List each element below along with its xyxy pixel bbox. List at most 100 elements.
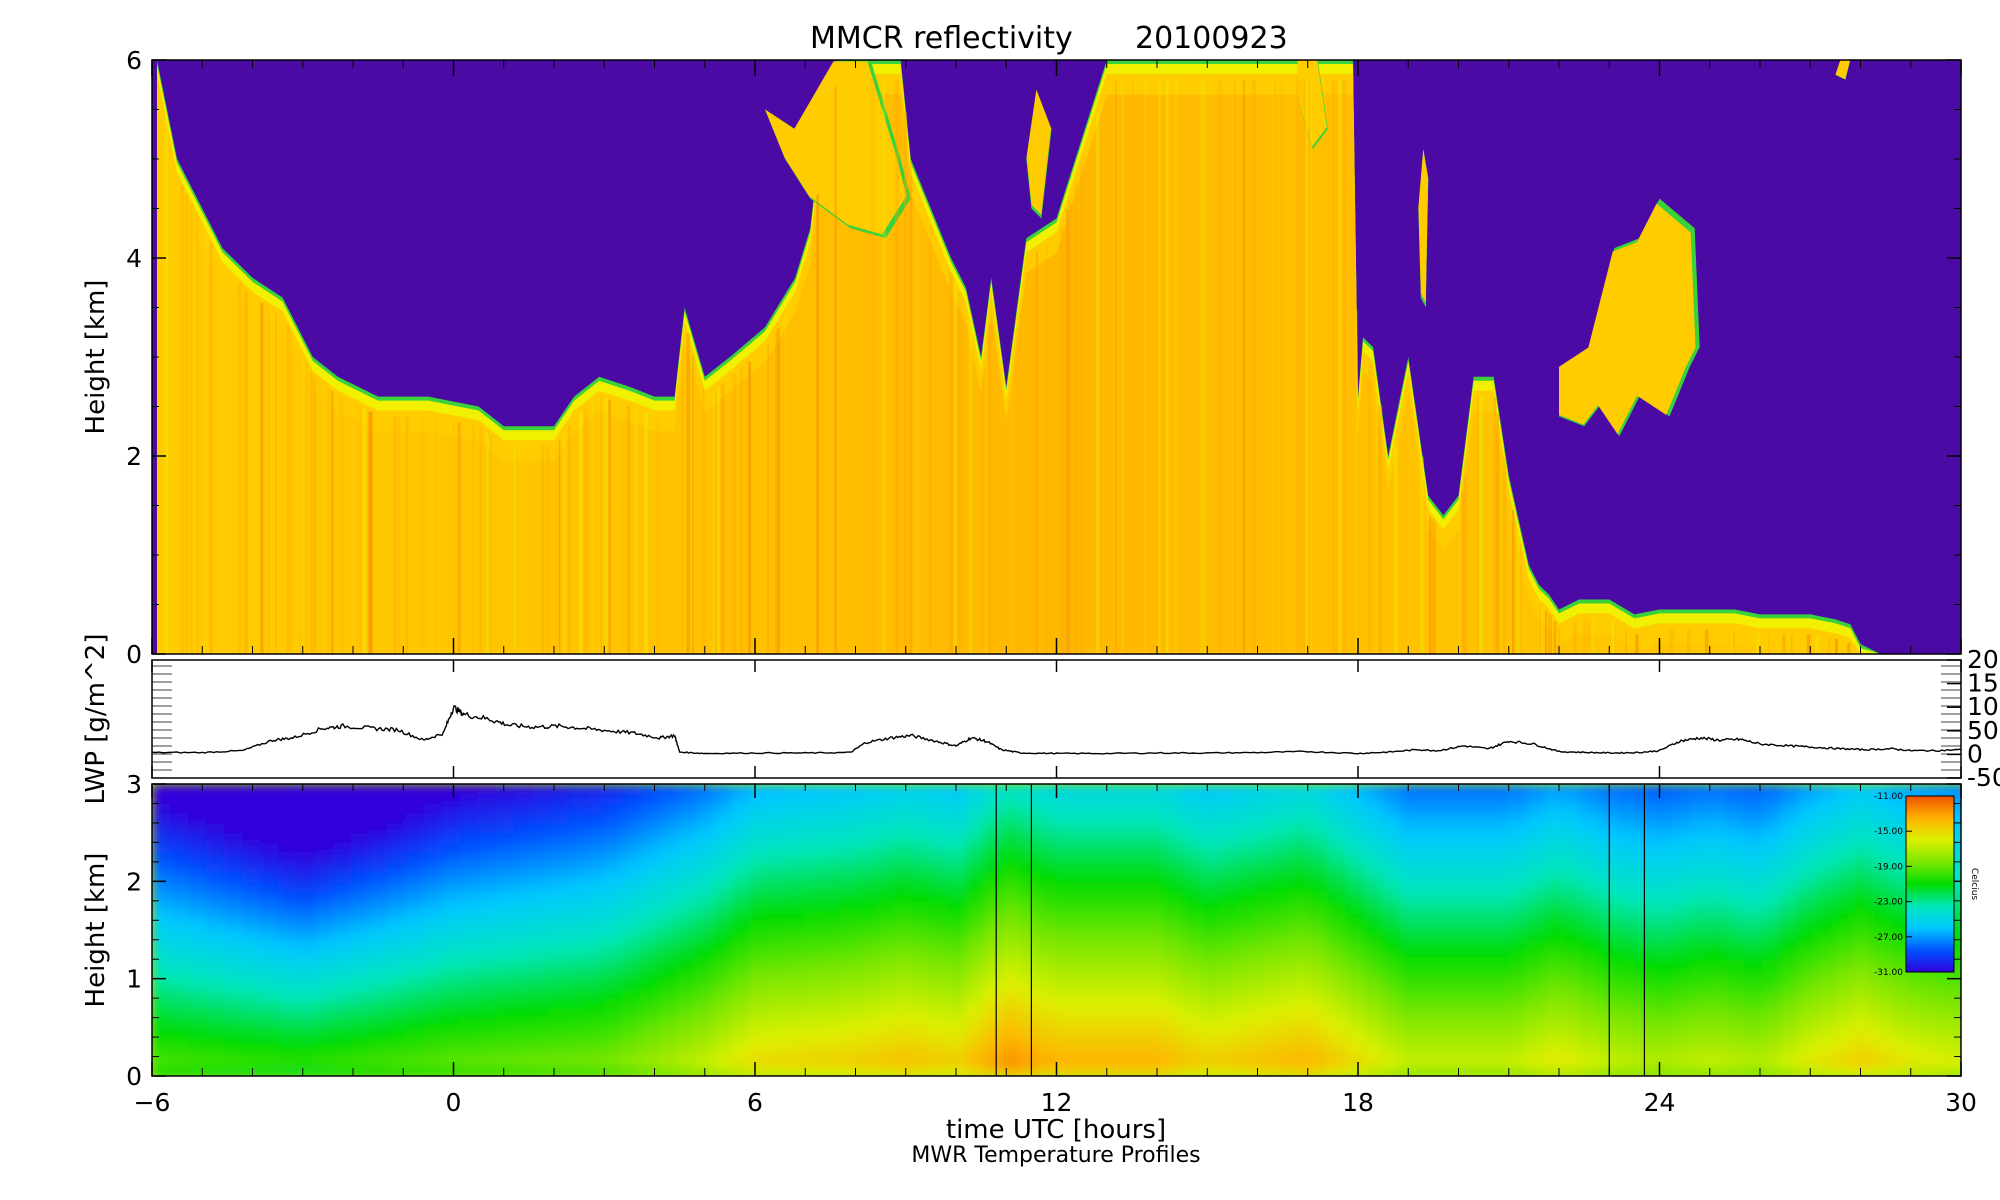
temperature-cell	[821, 1046, 841, 1058]
temperature-cell	[1707, 891, 1727, 902]
temperature-cell	[1020, 891, 1040, 902]
temperature-cell	[1382, 998, 1402, 1009]
temperature-cell	[1490, 1046, 1510, 1058]
temperature-cell	[1581, 1037, 1601, 1048]
temperature-cell	[1273, 910, 1293, 922]
reflectivity-streak	[1120, 79, 1125, 654]
temperature-cell	[839, 832, 859, 844]
temperature-cell	[1924, 968, 1944, 980]
temperature-cell	[1888, 959, 1908, 970]
temperature-cell	[170, 861, 190, 873]
temperature-cell	[242, 1056, 262, 1068]
temperature-cell	[1725, 949, 1745, 961]
temperature-cell	[1762, 939, 1782, 951]
temperature-cell	[1834, 842, 1854, 854]
temperature-cell	[767, 949, 787, 961]
temperature-cell	[1762, 949, 1782, 961]
temperature-cell	[1472, 803, 1492, 815]
reflectivity-streak	[882, 79, 886, 654]
temperature-cell	[604, 813, 624, 824]
temperature-cell	[676, 881, 696, 892]
temperature-cell	[1508, 803, 1528, 815]
temperature-cell	[1870, 968, 1890, 980]
temperature-cell	[875, 822, 895, 834]
temperature-cell	[568, 959, 588, 970]
temperature-cell	[1418, 852, 1438, 863]
temperature-cell	[369, 900, 389, 912]
temperature-cell	[1038, 968, 1058, 980]
reflectivity-streak	[1550, 617, 1552, 654]
temperature-cell	[513, 891, 533, 902]
temperature-cell	[477, 1007, 497, 1019]
temperature-cell	[1038, 988, 1058, 1000]
temperature-cell	[1255, 988, 1275, 1000]
temperature-cell	[785, 920, 805, 931]
temperature-cell	[1364, 881, 1384, 892]
temperature-cell	[441, 939, 461, 951]
temperature-cell	[1400, 784, 1420, 795]
temperature-cell	[1870, 881, 1890, 892]
temperature-cell	[893, 842, 913, 854]
temperature-cell	[1110, 803, 1130, 815]
temperature-cell	[1780, 803, 1800, 815]
temperature-cell	[1526, 949, 1546, 961]
temperature-cell	[1364, 998, 1384, 1009]
temperature-cell	[929, 784, 949, 795]
temperature-cell	[1508, 910, 1528, 922]
temperature-cell	[966, 978, 986, 990]
temperature-cell	[387, 1007, 407, 1019]
temperature-cell	[1183, 998, 1203, 1009]
temperature-cell	[224, 1056, 244, 1068]
temperature-cell	[1563, 998, 1583, 1009]
temperature-cell	[1834, 1027, 1854, 1038]
temperature-cell	[1400, 1017, 1420, 1029]
temperature-cell	[423, 910, 443, 922]
temperature-cell	[224, 959, 244, 970]
temperature-cell	[170, 978, 190, 990]
temperature-cell	[1508, 871, 1528, 883]
temperature-cell	[1273, 978, 1293, 990]
temperature-cell	[1707, 1027, 1727, 1038]
temperature-cell	[1454, 1046, 1474, 1058]
temperature-cell	[1526, 1007, 1546, 1019]
temperature-cell	[622, 891, 642, 902]
reflectivity-streak	[1035, 251, 1037, 654]
temperature-cell	[531, 871, 551, 883]
temperature-cell	[152, 1017, 172, 1029]
temperature-cell	[1074, 832, 1094, 844]
temperature-cell	[1165, 832, 1185, 844]
temperature-cell	[640, 1007, 660, 1019]
temperature-cell	[1309, 1066, 1329, 1076]
temperature-cell	[387, 988, 407, 1000]
temperature-cell	[875, 939, 895, 951]
temperature-cell	[1563, 793, 1583, 805]
temperature-cell	[242, 852, 262, 863]
temperature-cell	[857, 1017, 877, 1029]
temperature-cell	[911, 1027, 931, 1038]
temperature-cell	[1852, 1017, 1872, 1029]
temperature-cell	[1798, 1056, 1818, 1068]
temperature-cell	[1038, 842, 1058, 854]
temperature-cell	[1780, 881, 1800, 892]
temperature-cell	[1762, 813, 1782, 824]
temperature-cell	[1454, 822, 1474, 834]
reflectivity-streak	[435, 417, 438, 654]
reflectivity-streak	[305, 363, 309, 654]
temperature-cell	[296, 939, 316, 951]
reflectivity-streak	[1115, 79, 1117, 654]
temperature-cell	[152, 910, 172, 922]
temperature-cell	[1382, 959, 1402, 970]
temperature-cell	[1816, 920, 1836, 931]
temperature-cell	[260, 959, 280, 970]
temperature-cell	[929, 949, 949, 961]
temperature-cell	[170, 920, 190, 931]
temperature-cell	[188, 988, 208, 1000]
temperature-cell	[1472, 978, 1492, 990]
temperature-cell	[984, 968, 1004, 980]
temperature-cell	[1382, 978, 1402, 990]
temperature-cell	[405, 813, 425, 824]
temperature-cell	[1418, 1007, 1438, 1019]
temperature-cell	[1237, 949, 1257, 961]
temperature-cell	[459, 900, 479, 912]
temperature-cell	[676, 784, 696, 795]
